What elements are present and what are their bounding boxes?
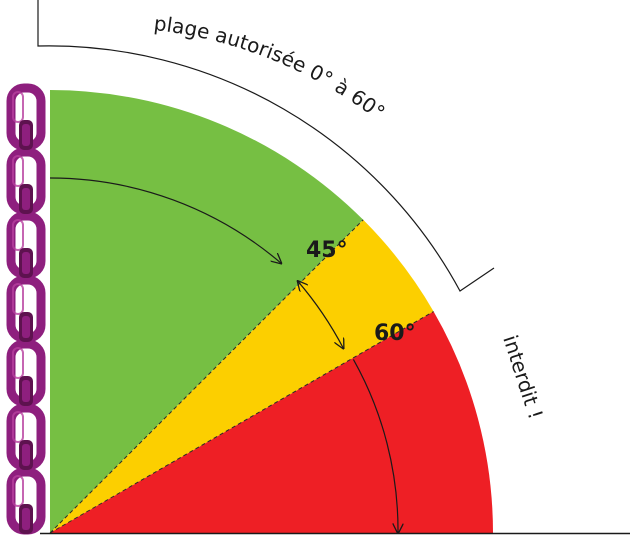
chain-link-highlight: [12, 155, 24, 187]
angle-60-label: 60°: [374, 321, 416, 346]
arrow-0-to-45: [49, 177, 281, 263]
allowed-zone-sector: [50, 90, 364, 533]
chain-link-highlight: [12, 219, 24, 251]
angle-45-label: 45°: [306, 238, 348, 263]
chain-link-front-inner: [22, 124, 30, 146]
chain-link-front-inner: [22, 252, 30, 274]
chain-link-front-inner: [22, 380, 30, 402]
chain-link-front-inner: [22, 316, 30, 338]
boundary-45-line: [49, 219, 364, 534]
allowed-range-label: plage autorisée 0° à 60°: [153, 11, 390, 125]
chain-link-front-inner: [22, 508, 30, 530]
chain-link-highlight: [12, 347, 24, 379]
chain: [6, 83, 46, 535]
forbidden-zone-sector: [50, 311, 493, 533]
chain-link-front-inner: [22, 188, 30, 210]
chain-link-highlight: [12, 475, 24, 507]
chain-link-highlight: [12, 411, 24, 443]
chain-link-highlight: [12, 91, 24, 123]
boundary-60-line: [49, 311, 434, 534]
chain-link-front-inner: [22, 444, 30, 466]
arrow-60-to-90: [352, 359, 398, 533]
allowed-range-bracket: [37, 0, 495, 292]
forbidden-label: interdit !: [498, 332, 548, 422]
arrow-45-to-60: [298, 281, 344, 348]
chain-link-highlight: [12, 283, 24, 315]
